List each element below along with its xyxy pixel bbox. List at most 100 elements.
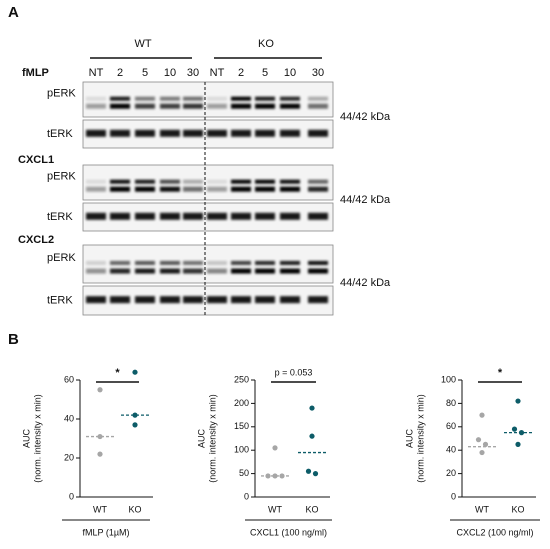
dot xyxy=(515,398,521,404)
lane-label: 2 xyxy=(117,67,123,79)
band xyxy=(280,103,300,109)
annotation: p = 0.053 xyxy=(275,367,313,377)
band xyxy=(207,268,227,274)
lane-label: 10 xyxy=(284,67,296,79)
band xyxy=(183,186,203,192)
band xyxy=(231,179,251,184)
band xyxy=(231,129,251,137)
row-label: pERK xyxy=(47,252,76,264)
group-label: KO xyxy=(258,38,274,50)
dot xyxy=(97,451,103,457)
x-tick-label: WT xyxy=(475,504,489,514)
band xyxy=(280,179,300,184)
lane-label: NT xyxy=(210,67,225,79)
dot xyxy=(312,471,319,477)
dot xyxy=(132,369,138,375)
dot xyxy=(132,412,138,418)
row-label: pERK xyxy=(47,170,76,182)
band xyxy=(231,96,251,101)
y-tick-label: 40 xyxy=(446,445,456,455)
band xyxy=(110,186,130,192)
band xyxy=(183,296,203,304)
dot xyxy=(511,426,518,432)
band xyxy=(255,268,275,274)
y-axis-label: (norm. intensity x min) xyxy=(415,394,425,483)
band xyxy=(183,260,203,265)
band xyxy=(160,179,180,184)
dot xyxy=(479,449,485,456)
y-tick-label: 20 xyxy=(64,452,74,462)
y-axis-label: AUC xyxy=(21,429,31,449)
y-tick-label: 20 xyxy=(446,468,456,478)
band xyxy=(255,179,275,184)
band xyxy=(183,129,203,137)
band xyxy=(308,103,328,109)
band xyxy=(308,296,328,304)
y-axis-label: AUC xyxy=(196,429,206,449)
band xyxy=(86,260,106,265)
band xyxy=(110,179,130,184)
row-label: tERK xyxy=(47,128,73,140)
y-tick-label: 200 xyxy=(234,398,249,408)
band xyxy=(280,212,300,220)
x-tick-label: KO xyxy=(511,504,524,514)
dot xyxy=(132,422,138,428)
band xyxy=(135,179,155,184)
band xyxy=(110,296,130,304)
y-axis-label: (norm. intensity x min) xyxy=(207,394,217,483)
x-tick-label: WT xyxy=(93,504,107,514)
band xyxy=(280,260,300,265)
y-tick-label: 50 xyxy=(239,468,249,478)
size-label: 44/42 kDa xyxy=(340,277,391,289)
band xyxy=(231,260,251,265)
band xyxy=(255,212,275,220)
dot xyxy=(272,445,278,451)
dot xyxy=(97,433,103,440)
band xyxy=(231,296,251,304)
band xyxy=(86,186,106,192)
y-tick-label: 60 xyxy=(446,421,456,431)
band xyxy=(280,129,300,137)
band xyxy=(280,268,300,274)
band xyxy=(308,186,328,192)
dot xyxy=(482,441,489,447)
band xyxy=(207,179,227,184)
band xyxy=(160,268,180,274)
panel-label: A xyxy=(8,4,19,21)
band xyxy=(231,212,251,220)
band xyxy=(160,96,180,101)
band xyxy=(160,260,180,265)
band xyxy=(207,129,227,137)
band xyxy=(183,268,203,274)
band xyxy=(308,260,328,265)
band xyxy=(160,212,180,220)
y-tick-label: 100 xyxy=(441,374,456,384)
band xyxy=(183,212,203,220)
band xyxy=(308,268,328,274)
stimulus-label: CXCL2 xyxy=(18,234,54,246)
x-tick-label: KO xyxy=(305,504,318,514)
band xyxy=(231,268,251,274)
band xyxy=(255,96,275,101)
band xyxy=(255,103,275,109)
y-tick-label: 250 xyxy=(234,374,249,384)
row-label: tERK xyxy=(47,294,73,306)
band xyxy=(308,129,328,137)
band xyxy=(255,186,275,192)
y-tick-label: 150 xyxy=(234,421,249,431)
band xyxy=(207,212,227,220)
band xyxy=(280,296,300,304)
row-label: tERK xyxy=(47,211,73,223)
lane-label: 5 xyxy=(142,67,148,79)
band xyxy=(207,296,227,304)
band xyxy=(207,186,227,192)
band xyxy=(255,260,275,265)
lane-label: 5 xyxy=(262,67,268,79)
y-axis-label: (norm. intensity x min) xyxy=(32,394,42,483)
x-axis-label: CXCL1 (100 ng/ml) xyxy=(250,527,327,537)
x-tick-label: WT xyxy=(268,504,282,514)
dot xyxy=(475,437,482,443)
x-tick-label: KO xyxy=(128,504,141,514)
band xyxy=(135,296,155,304)
band xyxy=(110,260,130,265)
